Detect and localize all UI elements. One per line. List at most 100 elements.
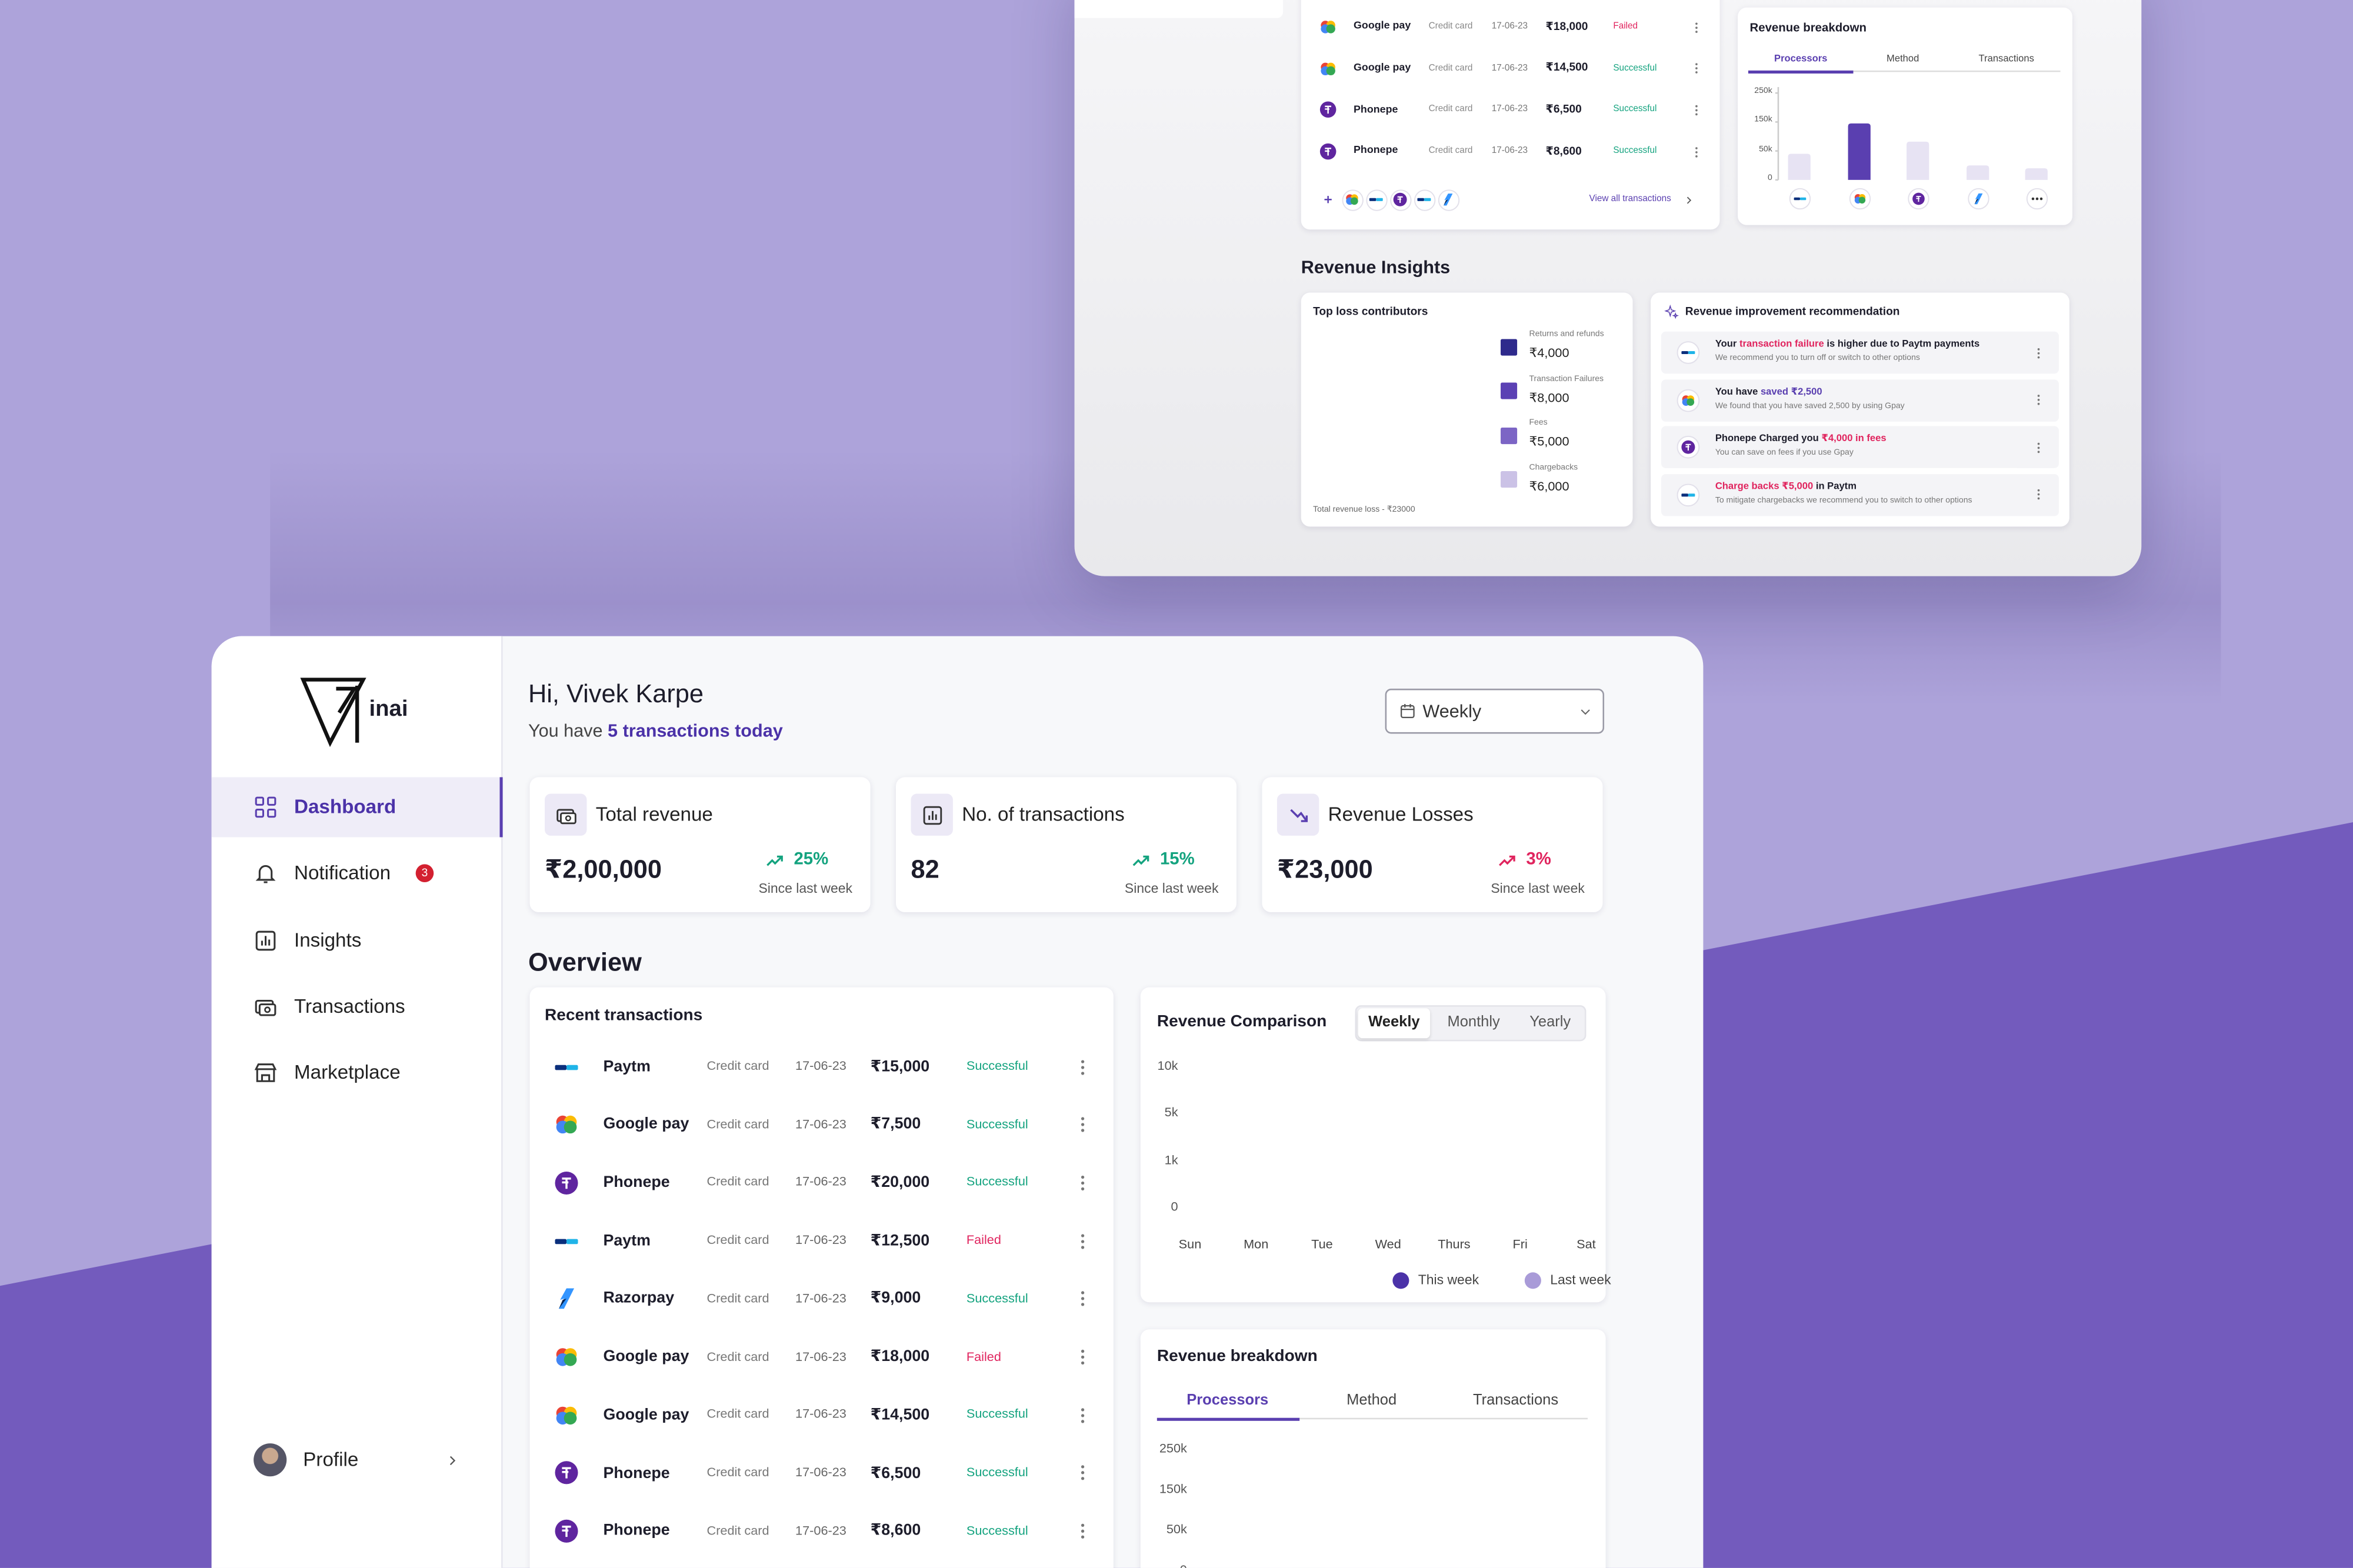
row-menu[interactable]	[1072, 1173, 1092, 1193]
recommend-subtitle: We found that you have saved 2,500 by us…	[1715, 402, 1905, 411]
sparkle	[1664, 304, 1679, 319]
nav-label[interactable]: Dashboard	[294, 795, 396, 818]
view-all-chevron	[1686, 196, 1691, 203]
title-part: in Paytm	[1813, 481, 1857, 492]
method: Credit card	[706, 1406, 769, 1422]
row-menu[interactable]	[1072, 1347, 1092, 1367]
icon-part	[1974, 192, 1982, 203]
status: Successful	[966, 1174, 1028, 1189]
icon-part	[1080, 1181, 1084, 1185]
tab-active	[1748, 69, 1854, 74]
tab[interactable]: Method	[1347, 1392, 1397, 1409]
icon-part	[2037, 493, 2039, 496]
logo	[1369, 198, 1383, 201]
period-dropdown[interactable]	[1385, 688, 1605, 734]
segment[interactable]: Monthly	[1447, 1014, 1500, 1031]
row-menu[interactable]	[1072, 1115, 1092, 1135]
status: Successful	[1613, 64, 1657, 73]
row-menu[interactable]	[1072, 1406, 1092, 1425]
item-logo	[1681, 351, 1695, 355]
icon-part	[1685, 444, 1691, 451]
row-menu[interactable]	[1072, 1522, 1092, 1541]
row-menu	[1694, 22, 1697, 32]
date: 17-06-23	[795, 1174, 846, 1189]
processor: Phonepe	[1354, 145, 1398, 156]
legend-swatch	[1501, 471, 1518, 488]
row-menu[interactable]	[1072, 1289, 1092, 1309]
tab[interactable]: Processors	[1187, 1392, 1269, 1409]
icon-part	[1132, 855, 1149, 866]
nav-label[interactable]: Insights	[294, 928, 362, 951]
icon-part	[1444, 194, 1453, 206]
profile[interactable]: Profile	[303, 1447, 359, 1470]
y-tick-label: 0	[1767, 174, 1772, 184]
status: Failed	[966, 1348, 1001, 1363]
dropdown-chevron	[1580, 709, 1589, 715]
icon-part	[1080, 1117, 1084, 1121]
tab[interactable]: Processors	[1774, 54, 1828, 65]
amount: ₹8,600	[1545, 144, 1582, 158]
icon-part	[1694, 71, 1697, 74]
icon-part	[1080, 1292, 1084, 1295]
icon-part	[2037, 446, 2039, 449]
method: Credit card	[706, 1057, 769, 1073]
recommend-title: Phonepe Charged you ₹4,000 in fees	[1715, 432, 1887, 446]
amount: ₹9,000	[870, 1289, 921, 1308]
legend-amount: ₹5,000	[1529, 433, 1569, 449]
trend-icon	[1498, 855, 1515, 866]
nav-label[interactable]: Transactions	[294, 994, 405, 1017]
processor: Phonepe	[1354, 104, 1398, 115]
row-menu[interactable]	[1072, 1231, 1092, 1250]
icon-part	[264, 1006, 271, 1013]
segment[interactable]: Weekly	[1368, 1014, 1420, 1031]
icon-part	[1080, 1361, 1084, 1365]
icon-part	[1580, 709, 1589, 715]
icon-part	[1080, 1297, 1084, 1301]
date: 17-06-23	[795, 1057, 846, 1073]
legend-amount: ₹8,000	[1529, 389, 1569, 405]
legend-label: Last week	[1550, 1272, 1611, 1287]
tab[interactable]: Transactions	[1978, 54, 2034, 65]
x-tick-label: Mon	[1244, 1236, 1269, 1252]
nav-label[interactable]: Marketplace	[294, 1060, 401, 1084]
icon-part	[1080, 1175, 1084, 1179]
nav-active	[211, 777, 503, 838]
item-logo	[1681, 493, 1695, 496]
bar	[1907, 141, 1929, 180]
processor: Phonepe	[603, 1522, 670, 1540]
row-menu[interactable]	[1072, 1463, 1092, 1483]
icon-part	[1694, 29, 1697, 32]
recommend-item	[1661, 331, 2059, 374]
legend-name: Returns and refunds	[1529, 330, 1604, 339]
view-all[interactable]: View all transactions	[1589, 195, 1671, 204]
tab[interactable]: Method	[1887, 54, 1919, 65]
icon-part	[2037, 355, 2039, 358]
nav-label[interactable]: Notification	[294, 861, 391, 885]
amount: ₹8,600	[870, 1522, 921, 1540]
tab[interactable]: Transactions	[1472, 1392, 1559, 1409]
processor-logo	[555, 1348, 576, 1366]
icon-part	[2037, 395, 2039, 398]
row-menu[interactable]	[1072, 1057, 1092, 1076]
icon-part	[1793, 196, 1799, 200]
status: Successful	[966, 1290, 1028, 1305]
recommend-item	[1661, 379, 2059, 421]
icon-part	[1401, 703, 1414, 710]
icon-part	[1365, 189, 1387, 211]
title-part: Your	[1715, 339, 1739, 350]
y-tick-label: 10k	[1157, 1057, 1178, 1073]
bar	[1788, 154, 1811, 180]
segment[interactable]: Yearly	[1529, 1014, 1571, 1031]
tab-underline	[1748, 71, 2061, 72]
card-title: Recent transactions	[545, 1007, 703, 1026]
legend-name: Chargebacks	[1529, 463, 1578, 472]
icon-part	[1080, 1239, 1084, 1243]
bar-logo	[2031, 196, 2042, 199]
legend-name: Fees	[1529, 419, 1548, 428]
date: 17-06-23	[795, 1464, 846, 1480]
nav-badge	[415, 865, 434, 883]
method: Credit card	[706, 1522, 769, 1537]
icon-part	[559, 811, 576, 824]
